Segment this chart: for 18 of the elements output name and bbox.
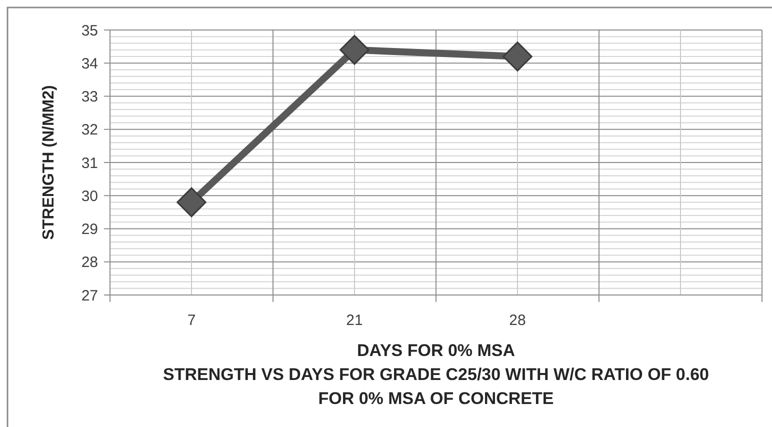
point — [340, 34, 370, 65]
x-axis-title: DAYS FOR 0% MSA — [356, 341, 516, 360]
y-tick-label: 31 — [81, 154, 98, 172]
y-axis-title: STRENGTH (N/MM2) — [40, 85, 58, 240]
x-tick-label: 7 — [187, 312, 196, 329]
y-tick-label: 35 — [81, 22, 98, 40]
y-tick-label: 29 — [81, 221, 98, 238]
text: STRENGTH VS DAYS FOR GRADE C25/30 WITH W/C RATIO OF 0.60 FOR 0% MSA OF CONCRETE — [163, 365, 709, 408]
x-tick-label: 21 — [346, 312, 363, 329]
y-tick-label: 28 — [81, 254, 98, 272]
x-tick-label: 28 — [509, 312, 526, 329]
point — [502, 42, 532, 72]
y-tick-label: 27 — [81, 287, 98, 304]
point — [176, 187, 206, 218]
y-tick-label: 33 — [81, 88, 98, 106]
y-tick-label: 32 — [81, 122, 98, 139]
y-tick-label: 34 — [81, 55, 98, 72]
y-tick-label: 30 — [81, 188, 98, 205]
